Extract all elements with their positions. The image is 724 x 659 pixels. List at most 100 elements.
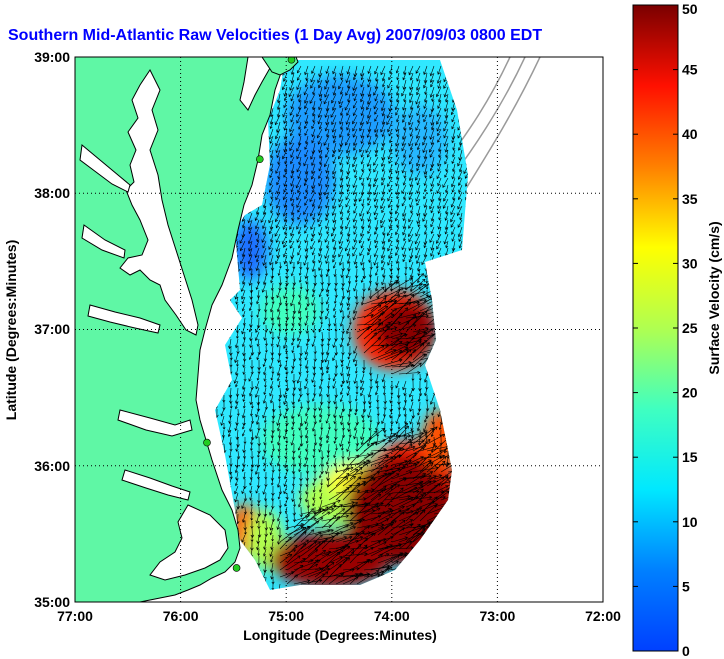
velocity-arrow: [348, 317, 352, 326]
velocity-arrow: [326, 240, 330, 249]
velocity-arrow: [353, 191, 358, 203]
velocity-arrow: [339, 226, 344, 235]
velocity-arrow: [270, 352, 274, 361]
velocity-arrow: [425, 282, 429, 290]
velocity-arrow: [283, 100, 288, 109]
velocity-arrow: [283, 485, 288, 495]
x-axis-label: Longitude (Degrees:Minutes): [243, 627, 437, 643]
velocity-arrow: [405, 311, 424, 333]
velocity-arrow: [412, 466, 439, 473]
velocity-arrow: [402, 380, 407, 391]
velocity-arrow: [313, 352, 317, 362]
velocity-arrow: [430, 429, 435, 438]
velocity-arrow: [235, 457, 239, 469]
velocity-arrow: [293, 508, 315, 529]
velocity-arrow: [241, 296, 246, 305]
velocity-arrow: [309, 93, 316, 104]
velocity-arrow: [426, 456, 447, 473]
velocity-arrow: [325, 464, 330, 475]
velocity-arrow: [298, 485, 302, 494]
velocity-arrow: [311, 338, 316, 348]
velocity-arrow: [277, 492, 281, 500]
velocity-arrow: [431, 93, 435, 102]
velocity-arrow: [312, 212, 316, 221]
velocity-arrow: [256, 310, 260, 318]
velocity-arrow: [242, 331, 247, 341]
velocity-arrow: [296, 107, 302, 118]
velocity-arrow: [444, 226, 449, 235]
velocity-arrow: [398, 519, 414, 529]
velocity-arrow: [278, 325, 282, 333]
velocity-arrow: [422, 135, 428, 146]
velocity-arrow: [398, 452, 417, 473]
velocity-arrow: [305, 373, 309, 382]
velocity-arrow: [395, 135, 400, 147]
velocity-arrow: [319, 485, 323, 493]
velocity-arrow: [341, 422, 345, 431]
velocity-arrow: [401, 163, 407, 174]
velocity-arrow: [418, 387, 423, 397]
velocity-arrow: [292, 352, 297, 362]
velocity-arrow: [295, 177, 302, 189]
velocity-arrow: [248, 373, 253, 382]
velocity-arrow: [375, 422, 379, 432]
velocity-arrow: [289, 233, 295, 244]
velocity-arrow: [429, 198, 435, 210]
velocity-arrow: [443, 233, 449, 245]
velocity-arrow: [401, 135, 407, 147]
velocity-arrow: [384, 287, 404, 298]
velocity-arrow: [332, 240, 337, 251]
velocity-arrow: [339, 436, 344, 447]
map-title: Southern Mid-Atlantic Raw Velocities (1 …: [8, 27, 542, 44]
velocity-arrow: [342, 482, 360, 501]
velocity-arrow: [303, 219, 309, 229]
velocity-arrow: [263, 492, 268, 502]
velocity-arrow: [278, 359, 282, 368]
velocity-arrow: [373, 100, 379, 110]
velocity-arrow: [346, 373, 351, 384]
velocity-arrow: [353, 219, 358, 229]
velocity-arrow: [250, 527, 255, 538]
velocity-arrow: [360, 79, 365, 88]
velocity-arrow: [264, 527, 268, 537]
velocity-arrow: [381, 233, 386, 245]
velocity-arrow: [275, 142, 281, 154]
velocity-arrow: [363, 466, 383, 487]
velocity-arrow: [363, 448, 387, 459]
velocity-arrow: [248, 275, 253, 286]
velocity-arrow: [306, 331, 311, 343]
velocity-arrow: [339, 338, 344, 348]
velocity-arrow: [275, 163, 281, 174]
velocity-arrow: [255, 513, 260, 524]
velocity-arrow: [401, 128, 407, 140]
velocity-arrow: [423, 226, 428, 235]
velocity-arrow: [256, 233, 260, 243]
velocity-arrow: [320, 282, 325, 292]
velocity-arrow: [291, 317, 295, 326]
velocity-arrow: [437, 219, 442, 230]
velocity-arrow: [368, 401, 372, 409]
velocity-arrow: [289, 128, 295, 137]
velocity-arrow: [356, 546, 374, 557]
velocity-arrow: [319, 492, 323, 500]
velocity-arrow: [398, 481, 422, 487]
land-mainland: [75, 57, 283, 602]
velocity-arrow: [257, 548, 261, 557]
velocity-arrow: [358, 233, 365, 244]
velocity-arrow: [404, 275, 408, 283]
velocity-arrow: [354, 170, 358, 179]
velocity-arrow: [262, 240, 267, 249]
velocity-arrow: [374, 233, 379, 244]
velocity-arrow: [261, 282, 267, 293]
velocity-arrow: [250, 401, 254, 409]
velocity-arrow: [312, 254, 316, 264]
velocity-arrow: [381, 163, 386, 173]
velocity-arrow: [366, 191, 372, 202]
velocity-arrow: [328, 535, 348, 543]
velocity-arrow: [368, 275, 372, 284]
velocity-arrow: [394, 156, 400, 166]
velocity-arrow: [291, 464, 296, 475]
velocity-arrow: [375, 436, 379, 446]
velocity-arrow: [443, 121, 449, 132]
velocity-arrow: [391, 324, 417, 333]
